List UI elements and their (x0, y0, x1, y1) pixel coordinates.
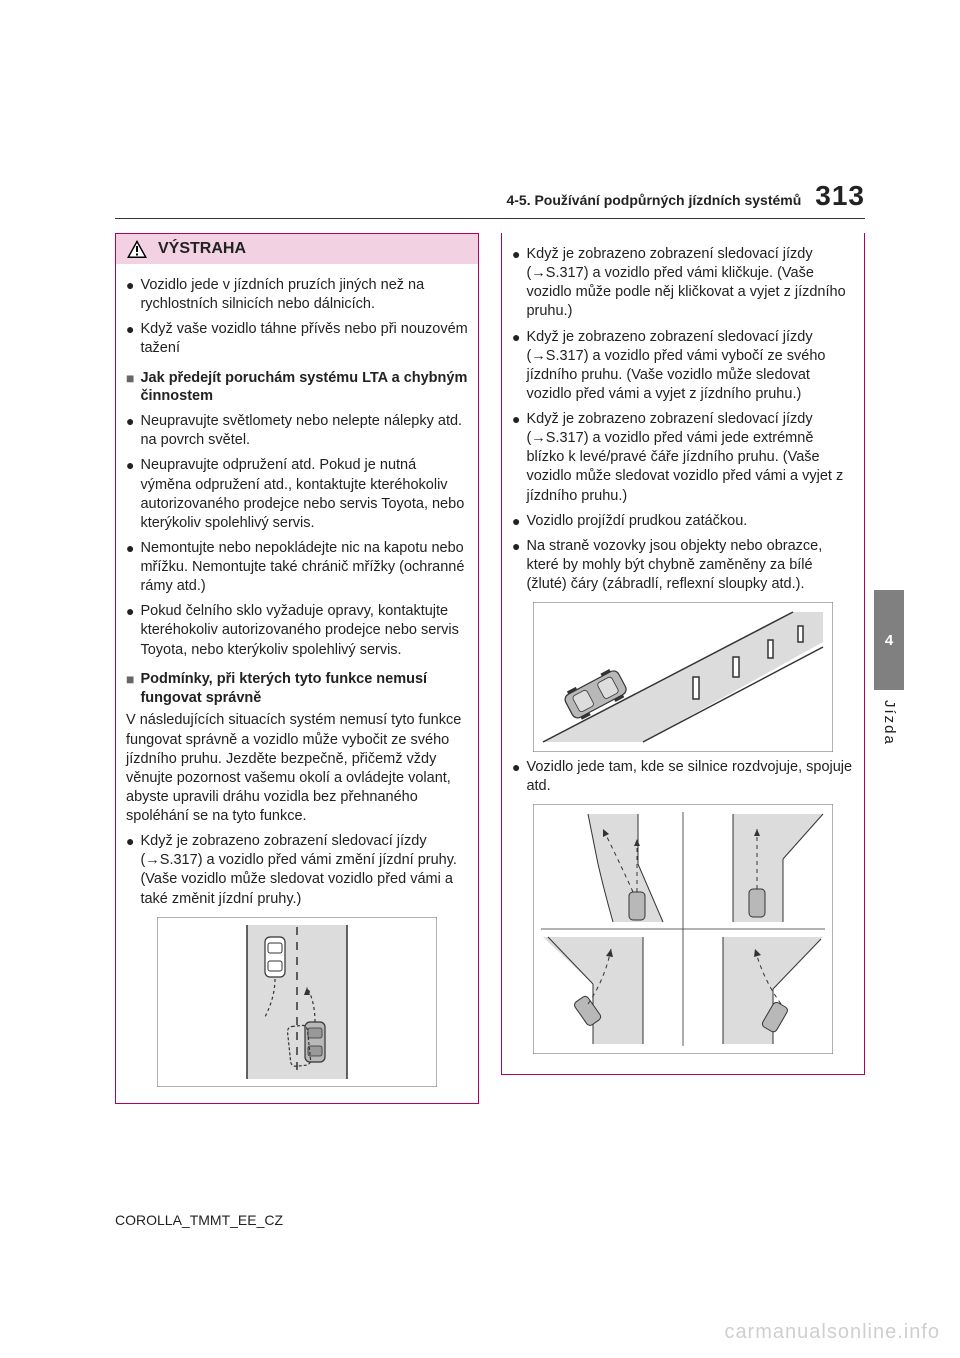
warning-header: VÝSTRAHA (116, 234, 478, 264)
bullet-item: ●Pokud čelního sklo vyžaduje opravy, kon… (126, 602, 468, 659)
subheading: ■Jak předejít poruchám systému LTA a chy… (126, 369, 468, 407)
bullet-item: ●Na straně vozovky jsou objekty nebo obr… (512, 537, 854, 594)
bullet-item: ●Když je zobrazeno zobrazení sledovací j… (512, 328, 854, 405)
footer-document-id: COROLLA_TMMT_EE_CZ (115, 1212, 283, 1228)
bullet-item: ●Když je zobrazeno zobrazení sledovací j… (512, 245, 854, 322)
chapter-side-label: Jízda (881, 700, 898, 746)
warning-box-continued: ●Když je zobrazeno zobrazení sledovací j… (501, 233, 865, 1075)
header-section-title: 4-5. Používání podpůrných jízdních systé… (506, 192, 801, 208)
watermark: carmanualsonline.info (724, 1321, 940, 1344)
warning-icon (126, 239, 148, 259)
chapter-tab: 4 (874, 590, 904, 690)
bullet-item: ●Když je zobrazeno zobrazení sledovací j… (512, 410, 854, 506)
warning-box: VÝSTRAHA ●Vozidlo jede v jízdních pruzíc… (115, 233, 479, 1104)
bullet-item: ●Vozidlo jede v jízdních pruzích jiných … (126, 276, 468, 314)
figure-roadside-objects (533, 602, 833, 752)
figure-lane-change (157, 917, 437, 1087)
subheading: ■Podmínky, při kterých tyto funkce nemus… (126, 670, 468, 708)
bullet-item: ●Nemontujte nebo nepokládejte nic na kap… (126, 539, 468, 596)
bullet-item: ●Vozidlo projíždí prudkou zatáčkou. (512, 512, 854, 531)
bullet-item: ●Neupravujte světlomety nebo nelepte nál… (126, 412, 468, 450)
bullet-item: ●Když je zobrazeno zobrazení sledovací j… (126, 832, 468, 909)
figure-road-fork-merge (533, 804, 833, 1054)
warning-title: VÝSTRAHA (158, 240, 246, 258)
header-rule (115, 218, 865, 219)
paragraph: V následujících situacích systém nemusí … (126, 711, 468, 826)
page-number: 313 (815, 180, 865, 212)
bullet-item: ●Když vaše vozidlo táhne přívěs nebo při… (126, 320, 468, 358)
bullet-item: ●Neupravujte odpružení atd. Pokud je nut… (126, 456, 468, 533)
bullet-item: ●Vozidlo jede tam, kde se silnice rozdvo… (512, 758, 854, 796)
